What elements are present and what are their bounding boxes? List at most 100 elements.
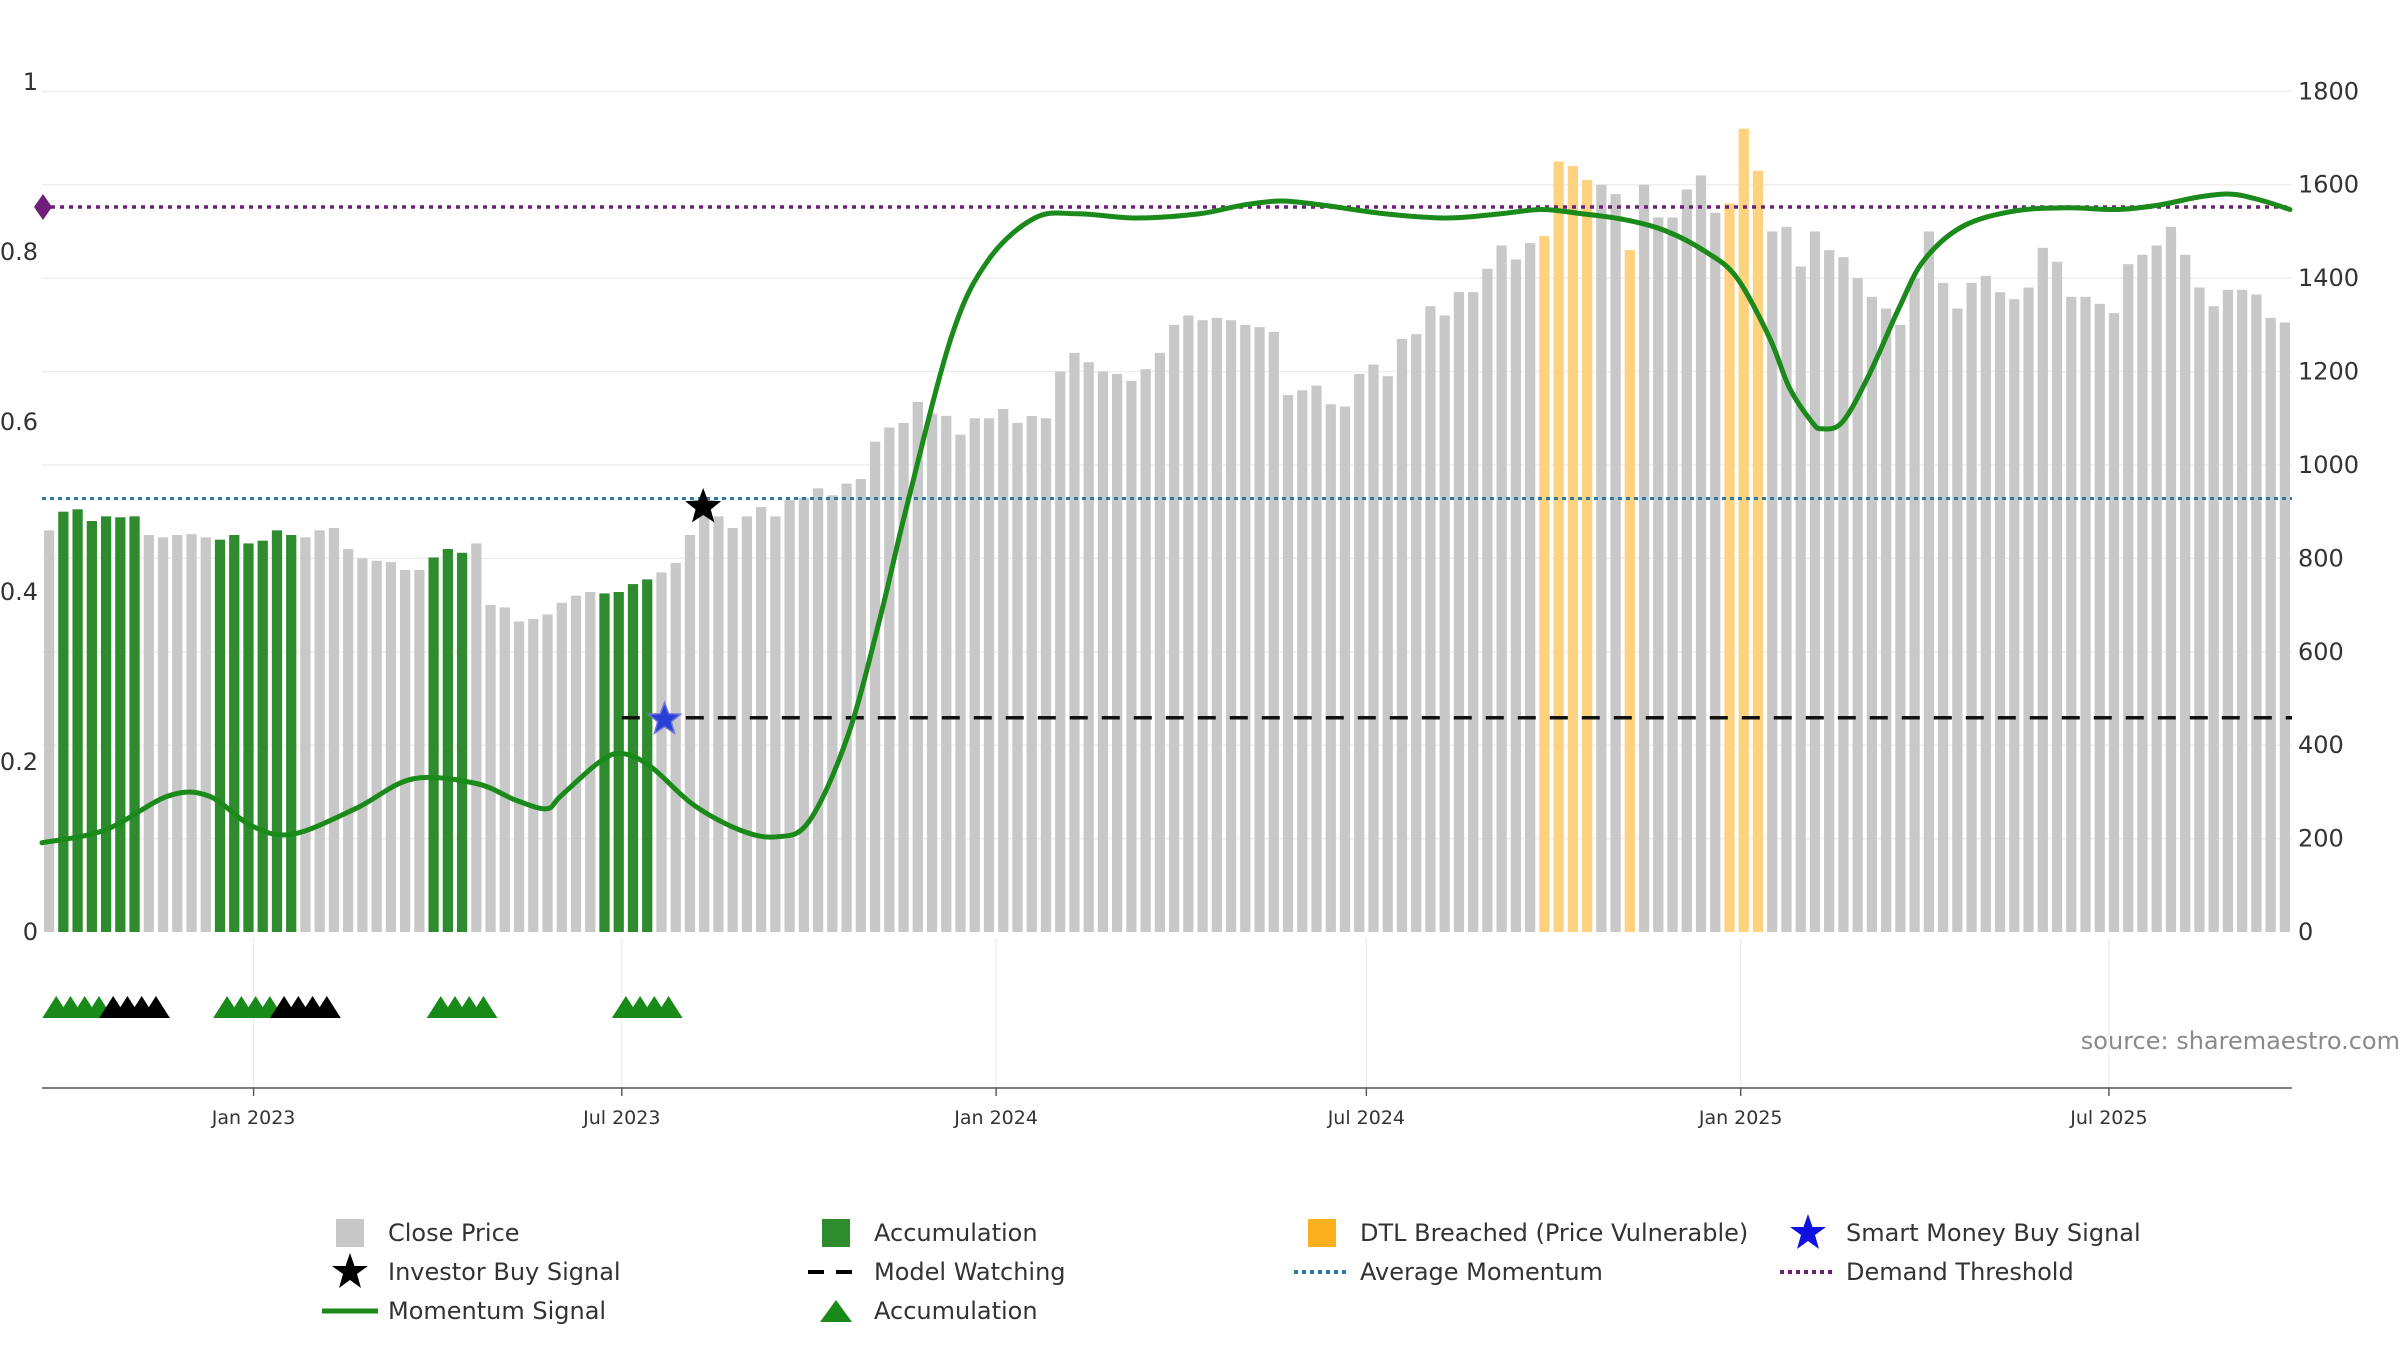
price-bar xyxy=(2051,261,2063,932)
price-bar xyxy=(1439,315,1450,932)
accumulation-triangle-black xyxy=(312,996,341,1018)
right-axis-tick: 400 xyxy=(2298,731,2344,759)
price-bar xyxy=(1468,292,1479,933)
price-bar xyxy=(214,539,226,932)
price-bar xyxy=(1354,373,1365,932)
price-bar xyxy=(1510,259,1522,932)
signal-lines xyxy=(34,191,2293,846)
price-bar xyxy=(613,592,624,932)
price-bar xyxy=(1496,245,1507,932)
axes: 0 0.2 0.4 0.6 0.8 1 0 200 400 600 800 1000 1200 1400 1… xyxy=(0,68,2359,1129)
price-bar xyxy=(400,570,411,932)
price-bar xyxy=(2108,313,2120,933)
black-star-icon xyxy=(320,1253,380,1291)
signal-markers xyxy=(42,488,722,1018)
right-axis-tick: 800 xyxy=(2298,544,2344,572)
right-axis-tick: 0 xyxy=(2298,918,2313,946)
price-bar xyxy=(1767,231,1778,932)
blue-dotted-icon xyxy=(1292,1253,1352,1291)
investor-buy-signal xyxy=(685,488,722,523)
legend-item-momentum-signal: Momentum Signal xyxy=(320,1292,606,1330)
price-bar xyxy=(2037,247,2048,933)
price-bar xyxy=(1382,376,1393,932)
price-bar xyxy=(2208,306,2219,933)
price-bar xyxy=(1126,380,1137,932)
price-bar xyxy=(1069,352,1080,932)
price-bar xyxy=(727,528,738,932)
price-bar xyxy=(371,560,382,932)
accumulation-triangle xyxy=(469,996,498,1018)
price-bar xyxy=(784,499,795,932)
price-bar xyxy=(43,530,55,932)
price-bar xyxy=(770,516,781,932)
legend-item-investor-buy: Investor Buy Signal xyxy=(320,1253,621,1291)
legend-label: Smart Money Buy Signal xyxy=(1846,1219,2141,1247)
price-bar xyxy=(1909,278,1920,933)
price-bar xyxy=(528,619,539,932)
right-axis-tick: 1200 xyxy=(2298,358,2359,386)
price-bar xyxy=(827,495,838,932)
price-bar xyxy=(428,557,439,932)
blue-star-icon xyxy=(1778,1214,1838,1252)
price-bar xyxy=(1140,369,1151,932)
price-bar xyxy=(1012,422,1023,932)
price-bar xyxy=(1752,170,1764,932)
legend-item-demand-threshold: Demand Threshold xyxy=(1778,1253,2074,1291)
price-bar xyxy=(257,540,268,932)
price-bar xyxy=(841,483,852,932)
price-bar xyxy=(100,516,112,932)
chart: 0 0.2 0.4 0.6 0.8 1 0 200 400 600 800 1000 1200 1400 1… xyxy=(0,68,2400,1129)
price-bar xyxy=(1610,194,1621,933)
price-bar xyxy=(1268,331,1279,932)
price-bar xyxy=(2009,299,2020,933)
price-bar xyxy=(699,511,710,932)
legend-label: DTL Breached (Price Vulnerable) xyxy=(1360,1219,1749,1247)
price-bar xyxy=(798,497,809,932)
price-bar xyxy=(385,562,397,932)
price-bar xyxy=(485,605,496,932)
price-bar xyxy=(2023,287,2034,932)
price-bar xyxy=(884,427,895,932)
price-bar xyxy=(1225,320,1237,933)
price-bar xyxy=(72,509,83,932)
price-bar xyxy=(1453,292,1465,933)
price-bar xyxy=(1781,226,1792,932)
right-axis-tick: 1400 xyxy=(2298,264,2359,292)
x-axis-tick-label: Jan 2024 xyxy=(953,1107,1038,1129)
price-bar xyxy=(556,602,567,932)
price-bar xyxy=(1923,231,1934,932)
price-bar xyxy=(1339,406,1351,933)
price-bar xyxy=(1738,128,1749,932)
x-axis-tick-label: Jan 2025 xyxy=(1698,1107,1783,1129)
price-bar xyxy=(1724,203,1735,932)
price-bar xyxy=(1411,334,1422,932)
price-bar xyxy=(229,535,240,932)
price-bar xyxy=(955,434,966,932)
price-bar xyxy=(513,621,525,932)
price-bar xyxy=(314,530,325,932)
x-axis-tick-label: Jul 2025 xyxy=(2069,1107,2147,1129)
price-bar xyxy=(599,593,610,932)
price-bar xyxy=(2251,294,2262,932)
price-bar xyxy=(2123,264,2134,933)
price-bar xyxy=(983,418,995,932)
legend-item-average-momentum: Average Momentum xyxy=(1292,1253,1603,1291)
left-axis-tick: 0.6 xyxy=(0,408,38,436)
price-bar xyxy=(1396,338,1408,932)
price-bar xyxy=(855,478,866,932)
right-axis-tick: 600 xyxy=(2298,638,2344,666)
smart-money-buy-signal xyxy=(646,700,683,736)
price-bar xyxy=(1311,385,1322,933)
price-bar xyxy=(1866,296,1878,932)
price-bar xyxy=(2279,322,2291,932)
gray-square-icon xyxy=(320,1214,380,1252)
left-axis-tick: 0 xyxy=(23,918,38,946)
price-bar xyxy=(656,572,667,932)
orange-square-icon xyxy=(1292,1214,1352,1252)
price-bar xyxy=(1325,404,1336,932)
price-bar xyxy=(1211,317,1222,932)
price-bar xyxy=(642,579,653,932)
price-bar xyxy=(670,563,681,932)
price-bar xyxy=(2137,254,2148,933)
price-bar xyxy=(2237,289,2248,932)
